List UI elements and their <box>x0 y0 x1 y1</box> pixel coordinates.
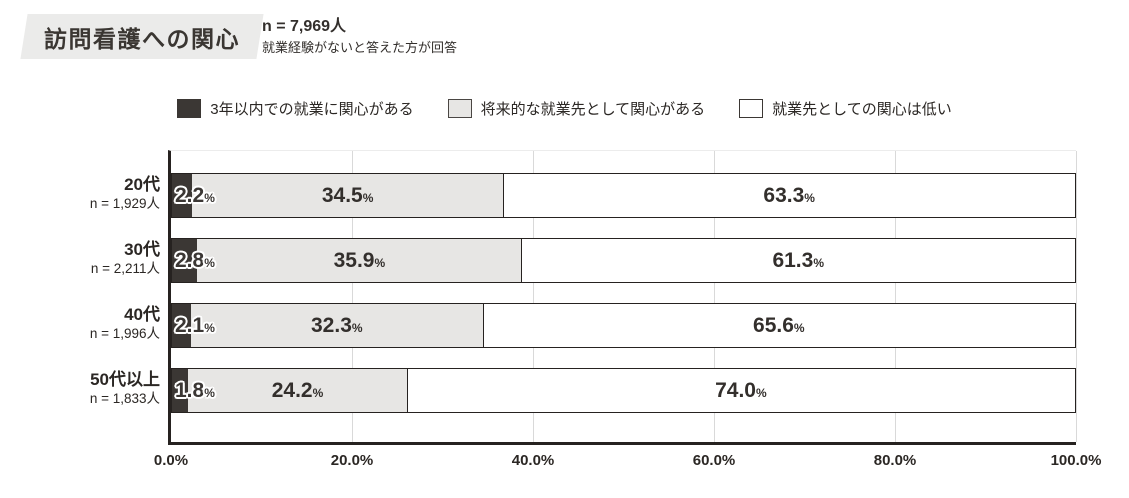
segment-light <box>190 304 483 347</box>
gridline <box>533 151 534 442</box>
value-number: 2.2 <box>175 184 205 207</box>
segment-white <box>503 174 1075 217</box>
category-name: 20代 <box>124 175 160 194</box>
value-number: 65.6 <box>753 314 794 337</box>
x-tick-label: 100.0% <box>1050 452 1102 469</box>
gridline <box>352 151 353 442</box>
value-label: 2.1% <box>175 304 215 347</box>
value-number: 35.9 <box>333 249 375 272</box>
value-label: 35.9% <box>197 239 521 282</box>
value-label: 74.0% <box>407 369 1075 412</box>
value-label: 61.3% <box>521 239 1075 282</box>
percent-sign: % <box>374 256 386 270</box>
value-label: 34.5% <box>192 174 504 217</box>
percent-sign: % <box>204 256 215 270</box>
legend-label: 将来的な就業先として関心がある <box>480 101 706 118</box>
percent-sign: % <box>204 321 215 335</box>
bar-row: 2.8% 35.9% 61.3% <box>171 238 1076 283</box>
value-number: 34.5 <box>321 184 363 207</box>
page-title: 訪問看護への関心 <box>44 25 240 52</box>
page-title-badge: 訪問看護への関心 <box>20 14 264 59</box>
segment-white <box>482 304 1075 347</box>
value-number: 74.0 <box>715 379 756 402</box>
segment-white <box>521 239 1075 282</box>
x-tick-label: 40.0% <box>511 452 555 469</box>
gridline <box>895 151 896 442</box>
category-name: 30代 <box>124 240 160 259</box>
category-n: n = 1,996人 <box>89 326 160 341</box>
category-label: 50代以上 n = 1,833人 <box>0 367 160 412</box>
gridline <box>714 151 715 442</box>
percent-sign: % <box>312 386 324 400</box>
value-label: 1.8% <box>175 369 215 412</box>
category-name: 40代 <box>124 305 160 324</box>
x-tick-label: 20.0% <box>330 452 374 469</box>
segment-dark <box>172 369 189 412</box>
legend-swatch-dark-icon <box>177 99 202 118</box>
segment-white <box>406 369 1075 412</box>
value-number: 24.2 <box>271 379 313 402</box>
segment-light <box>188 369 407 412</box>
category-name: 50代以上 <box>90 370 160 389</box>
percent-sign: % <box>204 386 215 400</box>
sample-description: 就業経験がないと答えた方が回答 <box>262 40 458 55</box>
legend: 3年以内での就業に関心がある 将来的な就業先として関心がある 就業先としての関心は低… <box>0 98 1129 119</box>
gridline <box>1076 151 1077 442</box>
legend-swatch-white-icon <box>739 99 764 118</box>
x-axis-ticks: 0.0% 20.0% 40.0% 60.0% 80.0% 100.0% <box>0 452 1129 476</box>
segment-dark <box>172 304 191 347</box>
value-label: 2.2% <box>175 174 215 217</box>
sample-info: n = 7,969人 就業経験がないと答えた方が回答 <box>262 16 457 58</box>
legend-item: 将来的な就業先として関心がある <box>447 98 706 119</box>
value-number: 32.3 <box>311 314 352 337</box>
legend-swatch-light-icon <box>447 99 472 118</box>
bar-row: 2.2% 34.5% 63.3% <box>171 173 1076 218</box>
category-label: 30代 n = 2,211人 <box>0 237 160 282</box>
percent-sign: % <box>804 191 815 205</box>
x-tick-label: 0.0% <box>153 452 189 469</box>
value-number: 2.8 <box>175 249 205 272</box>
category-n: n = 1,833人 <box>89 391 160 406</box>
percent-sign: % <box>204 191 215 205</box>
segment-dark <box>172 239 198 282</box>
value-number: 1.8 <box>175 379 205 402</box>
segment-light <box>197 239 522 282</box>
segment-dark <box>172 174 192 217</box>
percent-sign: % <box>813 256 824 270</box>
value-label: 24.2% <box>188 369 407 412</box>
value-number: 63.3 <box>763 184 805 207</box>
legend-label: 就業先としての関心は低い <box>772 101 952 118</box>
bar-row: 1.8% 24.2% 74.0% <box>171 368 1076 413</box>
plot-area: 2.2% 34.5% 63.3% 2.8% 35.9% 61.3% 2.1% 32.3% 65.… <box>168 150 1077 445</box>
percent-sign: % <box>755 386 767 400</box>
bar-row: 2.1% 32.3% 65.6% <box>171 303 1076 348</box>
x-tick-label: 60.0% <box>692 452 736 469</box>
value-label: 65.6% <box>483 304 1075 347</box>
value-label: 63.3% <box>503 174 1075 217</box>
legend-item: 3年以内での就業に関心がある <box>177 98 414 119</box>
total-n-label: n = 7,969人 <box>262 18 347 35</box>
value-label: 32.3% <box>191 304 483 347</box>
category-n: n = 1,929人 <box>89 196 160 211</box>
percent-sign: % <box>793 321 805 335</box>
category-label: 20代 n = 1,929人 <box>0 172 160 217</box>
legend-item: 就業先としての関心は低い <box>739 98 952 119</box>
value-label: 2.8% <box>175 239 215 282</box>
legend-label: 3年以内での就業に関心がある <box>210 101 414 118</box>
chart-area: 2.2% 34.5% 63.3% 2.8% 35.9% 61.3% 2.1% 32.3% 65.… <box>0 150 1129 498</box>
percent-sign: % <box>351 321 363 335</box>
x-tick-label: 80.0% <box>873 452 917 469</box>
category-label: 40代 n = 1,996人 <box>0 302 160 347</box>
percent-sign: % <box>362 191 374 205</box>
segment-light <box>191 174 504 217</box>
value-number: 2.1 <box>175 314 205 337</box>
value-number: 61.3 <box>772 249 814 272</box>
category-n: n = 2,211人 <box>90 261 160 276</box>
